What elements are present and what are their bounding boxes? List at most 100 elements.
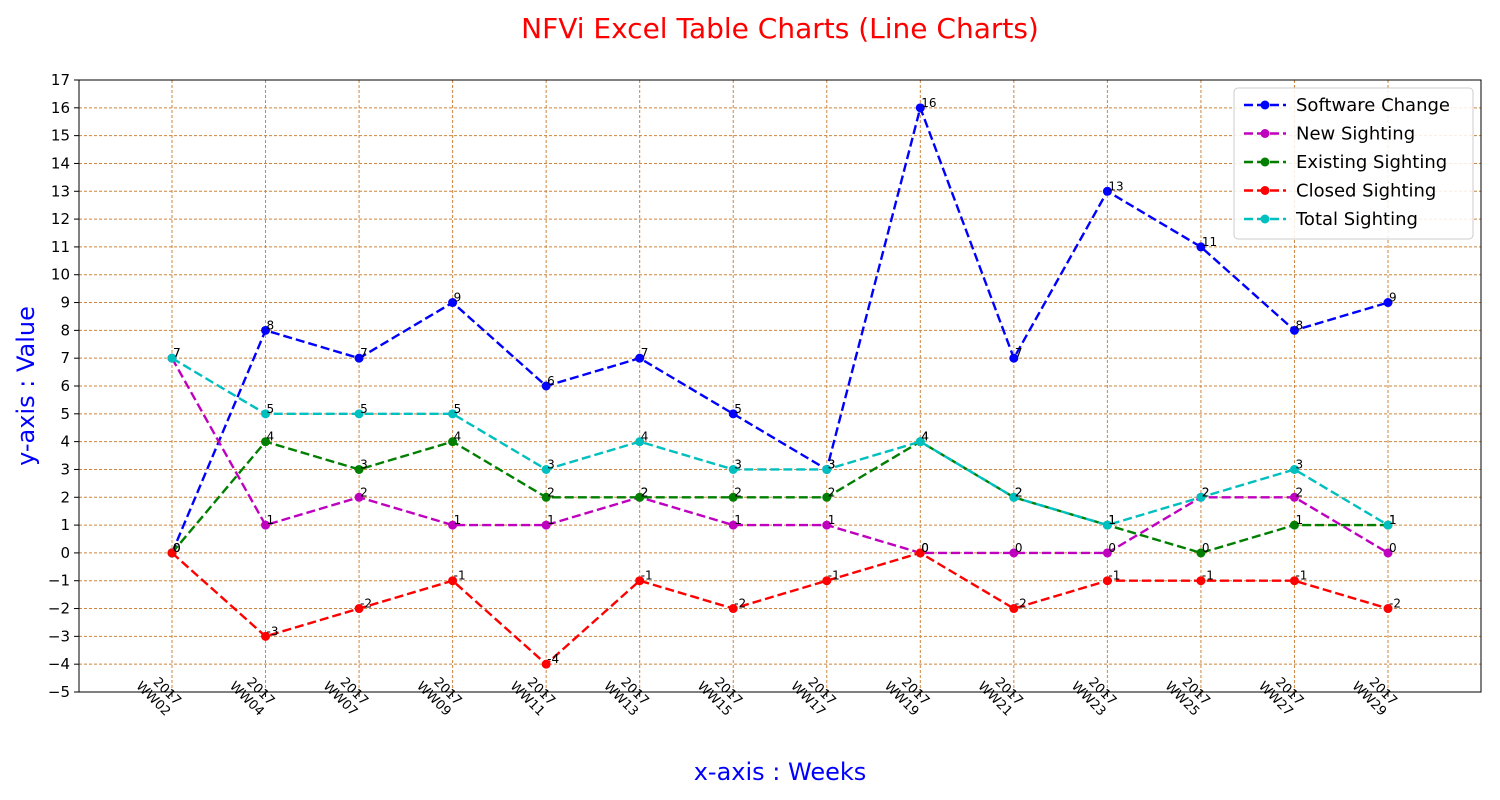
data-point-closed-sighting: [1383, 604, 1393, 614]
x-tick-label-text: 2017WW07: [320, 668, 371, 719]
plot-frame: [78, 79, 1482, 693]
data-point-new-sighting: [1009, 548, 1019, 558]
data-label-existing-sighting: 0: [1202, 541, 1210, 555]
data-label-software-change: 7: [1015, 346, 1023, 360]
data-point-closed-sighting: [728, 604, 738, 614]
data-point-new-sighting: [261, 520, 271, 530]
data-point-existing-sighting: [822, 492, 832, 502]
data-label-existing-sighting: 2: [547, 485, 555, 499]
data-label-total-sighting: 3: [547, 457, 555, 471]
x-tick-label-text: 2017WW17: [787, 668, 838, 719]
legend-marker: [1260, 214, 1270, 224]
data-point-existing-sighting: [635, 492, 645, 502]
data-label-new-sighting: 2: [1295, 485, 1303, 499]
x-tick-label-text: 2017WW09: [413, 668, 464, 719]
x-tick-label: 2017WW11: [507, 675, 558, 720]
y-tick-label: −3: [48, 627, 70, 645]
data-point-new-sighting: [448, 520, 458, 530]
data-point-total-sighting: [635, 437, 645, 447]
data-label-software-change: 8: [1295, 318, 1303, 332]
series-line-new-sighting: [170, 357, 1389, 555]
x-tick-label: 2017WW13: [600, 668, 651, 720]
data-point-new-sighting: [728, 520, 738, 530]
y-axis-label: y-axis : Value: [12, 306, 40, 466]
data-label-new-sighting: 0: [921, 541, 929, 555]
y-tick-label: −1: [48, 572, 70, 590]
data-label-existing-sighting: 3: [360, 457, 368, 471]
data-label-new-sighting: 0: [1389, 541, 1397, 555]
x-tick-label: 2017WW04: [226, 668, 277, 720]
y-tick-label: 3: [60, 460, 70, 478]
data-point-closed-sighting: [1102, 576, 1112, 586]
x-axis-ticks: 2017WW02 2017WW04 2017WW07 2017WW09 2017WW11…: [133, 668, 1400, 720]
data-label-software-change: 16: [921, 96, 936, 110]
data-point-software-change: [1009, 353, 1019, 363]
data-label-existing-sighting: 2: [641, 485, 649, 499]
x-tick-label-text: 2017WW15: [694, 668, 745, 719]
y-tick-label: −4: [48, 655, 70, 673]
data-point-closed-sighting: [822, 576, 832, 586]
data-point-closed-sighting: [167, 548, 177, 558]
data-point-closed-sighting: [1196, 576, 1206, 586]
data-point-total-sighting: [1196, 492, 1206, 502]
data-point-total-sighting: [728, 464, 738, 474]
data-label-new-sighting: 7: [173, 346, 181, 360]
data-label-software-change: 11: [1202, 235, 1217, 249]
legend-entry: Existing Sighting: [1296, 152, 1447, 173]
data-label-closed-sighting: -1: [828, 569, 840, 583]
data-label-closed-sighting: -1: [1108, 569, 1120, 583]
x-tick-label: 2017WW17: [787, 668, 838, 720]
data-label-closed-sighting: 0: [921, 541, 929, 555]
y-tick-label: 6: [60, 377, 70, 395]
data-point-software-change: [261, 325, 271, 335]
data-label-existing-sighting: 2: [734, 485, 742, 499]
data-point-total-sighting: [1102, 520, 1112, 530]
data-label-new-sighting: 2: [1202, 485, 1210, 499]
data-point-closed-sighting: [354, 604, 364, 614]
data-point-software-change: [354, 353, 364, 363]
x-tick-label-text: 2017WW04: [226, 668, 277, 719]
data-label-closed-sighting: -2: [1015, 597, 1027, 611]
series-line-software-change: [170, 103, 1389, 554]
data-label-closed-sighting: -1: [454, 569, 466, 583]
legend-marker: [1260, 157, 1270, 167]
data-label-software-change: 7: [641, 346, 649, 360]
data-point-existing-sighting: [541, 492, 551, 502]
data-label-software-change: 13: [1108, 179, 1123, 193]
data-point-existing-sighting: [1196, 548, 1206, 558]
data-label-closed-sighting: -1: [1202, 569, 1214, 583]
data-point-closed-sighting: [915, 548, 925, 558]
y-tick-label: 4: [60, 433, 70, 451]
data-point-existing-sighting: [1289, 520, 1299, 530]
data-point-total-sighting: [1009, 492, 1019, 502]
data-label-closed-sighting: -1: [641, 569, 653, 583]
y-tick-label: 13: [51, 182, 70, 200]
x-tick-label-text: 2017WW13: [600, 668, 651, 719]
data-point-software-change: [541, 381, 551, 391]
x-tick-label-text: 2017WW25: [1162, 668, 1213, 719]
data-point-software-change: [1383, 298, 1393, 308]
data-label-software-change: 6: [547, 374, 555, 388]
x-tick-label: 2017WW02: [133, 668, 184, 720]
x-tick-label-text: 2017WW02: [133, 668, 184, 719]
x-tick-label: 2017WW07: [320, 668, 371, 720]
data-point-new-sighting: [1102, 548, 1112, 558]
data-label-total-sighting: 2: [1202, 485, 1210, 499]
data-point-software-change: [915, 103, 925, 113]
y-tick-label: 7: [60, 349, 70, 367]
data-point-total-sighting: [541, 464, 551, 474]
data-point-new-sighting: [1289, 492, 1299, 502]
data-label-existing-sighting: 4: [267, 430, 275, 444]
data-label-new-sighting: 2: [360, 485, 368, 499]
x-tick-label: 2017WW19: [881, 675, 932, 720]
data-label-closed-sighting: -1: [1295, 569, 1307, 583]
data-label-existing-sighting: 2: [828, 485, 836, 499]
data-point-new-sighting: [354, 492, 364, 502]
data-label-new-sighting: 1: [547, 513, 555, 527]
data-point-total-sighting: [1289, 464, 1299, 474]
legend-entry: Total Sighting: [1295, 209, 1418, 230]
data-label-closed-sighting: -2: [360, 597, 372, 611]
x-tick-label-text: 2017WW23: [1068, 668, 1119, 719]
